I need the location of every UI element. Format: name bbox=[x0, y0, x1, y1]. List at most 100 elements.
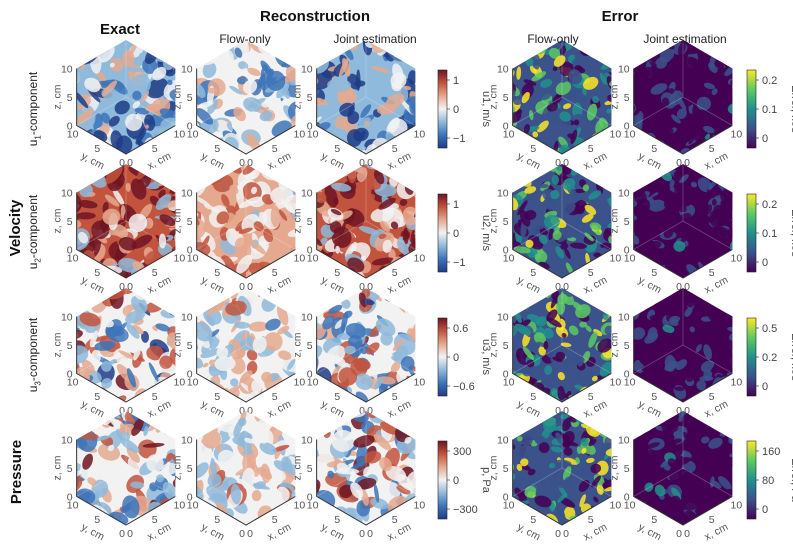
y-tick-label: 0 bbox=[555, 157, 561, 169]
z-axis-label: z, cm bbox=[609, 332, 621, 357]
z-axis-label: z, cm bbox=[172, 455, 184, 480]
colorbar-tick-label: 0 bbox=[453, 475, 459, 487]
y-tick-label: 0 bbox=[555, 405, 561, 417]
y-tick-label: 10 bbox=[624, 253, 636, 265]
z-axis-label: z, cm bbox=[488, 208, 500, 233]
side-label-pressure: Pressure bbox=[8, 439, 25, 505]
y-axis-label: y, cm bbox=[515, 150, 542, 172]
z-tick-label: 10 bbox=[301, 188, 313, 200]
z-axis-label: z, cm bbox=[488, 84, 500, 109]
subheader-error-flow-only: Flow-only bbox=[527, 32, 579, 46]
row-label-u3-rest: -component bbox=[26, 317, 40, 382]
y-tick-label: 5 bbox=[334, 514, 340, 526]
x-tick-label: 0 bbox=[563, 281, 569, 293]
y-tick-label: 10 bbox=[187, 253, 199, 265]
z-axis-label: z, cm bbox=[488, 455, 500, 480]
colorbar-tick-label: 0 bbox=[762, 257, 768, 269]
y-tick-label: 10 bbox=[624, 377, 636, 389]
x-tick-label: 5 bbox=[152, 267, 158, 279]
z-tick-label: 10 bbox=[497, 435, 509, 447]
y-tick-label: 0 bbox=[239, 405, 245, 417]
z-tick-label: 0 bbox=[624, 245, 630, 257]
y-tick-label: 0 bbox=[119, 405, 125, 417]
x-tick-label: 0 bbox=[127, 528, 133, 540]
x-tick-label: 5 bbox=[272, 267, 278, 279]
x-tick-label: 0 bbox=[684, 157, 690, 169]
row-label-u2-sub: 2 bbox=[33, 258, 43, 263]
z-tick-label: 0 bbox=[307, 369, 313, 381]
z-tick-label: 10 bbox=[497, 188, 509, 200]
y-tick-label: 0 bbox=[676, 281, 682, 293]
colorbar-label: u1, m/s bbox=[480, 91, 492, 128]
y-tick-label: 0 bbox=[239, 281, 245, 293]
z-axis-label: z, cm bbox=[609, 84, 621, 109]
x-tick-label: 0 bbox=[367, 157, 373, 169]
colorbar-label: p, Pa bbox=[480, 467, 492, 494]
row-label-u2: u2-component bbox=[26, 177, 43, 287]
y-axis-label: y, cm bbox=[319, 521, 346, 543]
colorbar-tick-label: 0 bbox=[453, 228, 459, 240]
x-tick-label: 5 bbox=[392, 143, 398, 155]
z-tick-label: 5 bbox=[187, 340, 193, 352]
y-axis-label: y, cm bbox=[636, 398, 663, 420]
x-axis-label: x, cm bbox=[702, 521, 730, 543]
z-tick-label: 5 bbox=[307, 340, 313, 352]
y-tick-label: 10 bbox=[624, 500, 636, 512]
colorbar-tick-label: 0 bbox=[453, 352, 459, 364]
x-axis-label: x, cm bbox=[385, 398, 413, 420]
y-tick-label: 5 bbox=[94, 514, 100, 526]
colorbar-u1-signed: 1 0 −1 u1, m/s bbox=[437, 69, 492, 149]
y-axis-label: y, cm bbox=[199, 521, 226, 543]
y-tick-label: 10 bbox=[67, 377, 79, 389]
z-axis-label: z, cm bbox=[52, 332, 64, 357]
row-label-u1: u1-component bbox=[26, 54, 42, 164]
y-tick-label: 10 bbox=[67, 253, 79, 265]
y-tick-label: 5 bbox=[214, 143, 220, 155]
row-label-u2-main: u bbox=[26, 262, 40, 270]
z-tick-label: 5 bbox=[67, 340, 73, 352]
y-axis-label: y, cm bbox=[636, 274, 663, 296]
y-tick-label: 10 bbox=[307, 377, 319, 389]
y-axis-label: y, cm bbox=[79, 150, 106, 172]
y-tick-label: 5 bbox=[651, 267, 657, 279]
x-tick-label: 0 bbox=[367, 281, 373, 293]
y-axis-label: y, cm bbox=[319, 150, 346, 172]
y-tick-label: 10 bbox=[307, 253, 319, 265]
colorbar-tick-label: 0 bbox=[762, 133, 768, 145]
x-tick-label: 5 bbox=[272, 391, 278, 403]
subheader-joint-estimation: Joint estimation bbox=[333, 32, 417, 46]
z-tick-label: 10 bbox=[497, 64, 509, 76]
z-tick-label: 5 bbox=[67, 216, 73, 228]
z-axis-label: z, cm bbox=[488, 332, 500, 357]
x-tick-label: 10 bbox=[610, 377, 622, 389]
y-tick-label: 5 bbox=[334, 391, 340, 403]
x-axis-label: x, cm bbox=[702, 398, 730, 420]
z-axis-label: z, cm bbox=[292, 208, 304, 233]
colorbar-tick-label: −0.6 bbox=[453, 381, 475, 393]
x-tick-label: 10 bbox=[414, 253, 426, 265]
x-tick-label: 10 bbox=[731, 253, 743, 265]
z-tick-label: 5 bbox=[307, 463, 313, 475]
x-tick-label: 0 bbox=[367, 528, 373, 540]
z-tick-label: 0 bbox=[67, 492, 73, 504]
y-tick-label: 0 bbox=[359, 405, 365, 417]
y-axis-label: y, cm bbox=[199, 274, 226, 296]
colorbar-tick-label: 0 bbox=[762, 504, 768, 516]
colorbar-label: u3, m/s bbox=[480, 339, 492, 376]
z-axis-label: z, cm bbox=[609, 455, 621, 480]
y-tick-label: 5 bbox=[214, 267, 220, 279]
colorbar-tick-label: 0.5 bbox=[762, 323, 777, 335]
x-axis-label: x, cm bbox=[145, 521, 173, 543]
y-tick-label: 5 bbox=[651, 391, 657, 403]
colorbar-label: Error, m/s bbox=[789, 333, 793, 381]
y-tick-label: 5 bbox=[94, 143, 100, 155]
y-tick-label: 0 bbox=[676, 405, 682, 417]
x-axis-label: x, cm bbox=[145, 150, 173, 172]
z-tick-label: 0 bbox=[187, 492, 193, 504]
z-tick-label: 10 bbox=[618, 188, 630, 200]
z-tick-label: 0 bbox=[503, 492, 509, 504]
z-tick-label: 5 bbox=[624, 340, 630, 352]
